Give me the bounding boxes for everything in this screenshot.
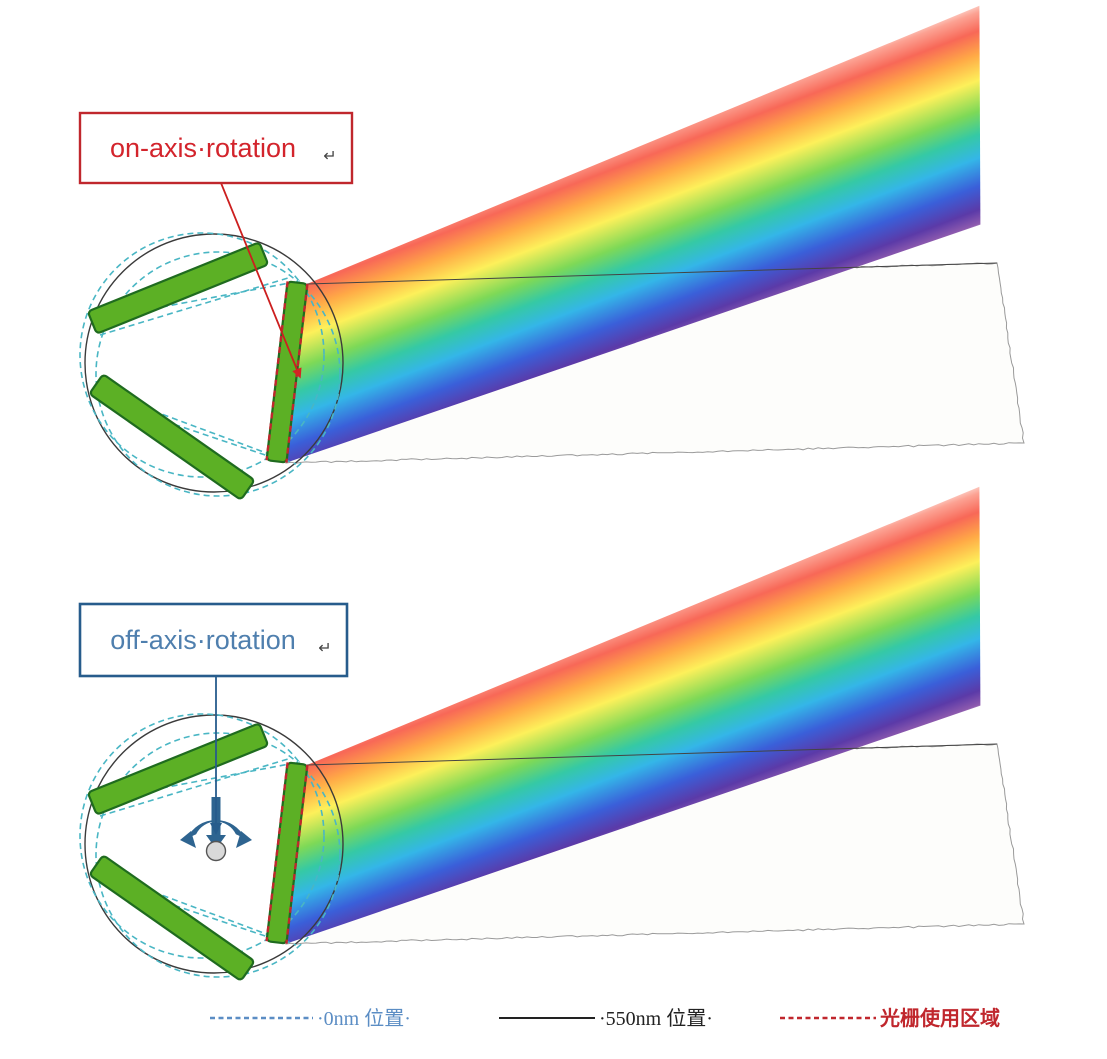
svg-text:off-axis·rotation: off-axis·rotation (110, 625, 296, 655)
svg-text:光栅使用区域: 光栅使用区域 (879, 1006, 1000, 1030)
svg-text:↵: ↵ (318, 640, 331, 657)
svg-text:·0nm 位置·: ·0nm 位置· (317, 1007, 411, 1030)
svg-text:·550nm 位置·: ·550nm 位置· (599, 1007, 713, 1030)
svg-text:on-axis·rotation: on-axis·rotation (110, 133, 296, 163)
svg-text:↵: ↵ (323, 148, 336, 165)
